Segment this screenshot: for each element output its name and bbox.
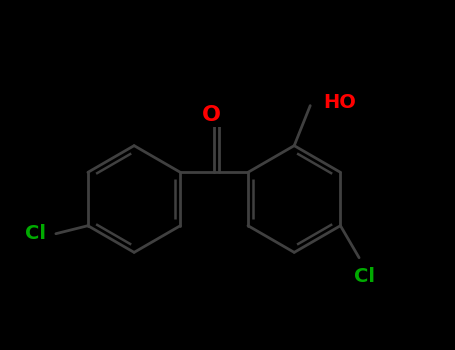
- Text: Cl: Cl: [25, 224, 46, 243]
- Text: O: O: [202, 105, 221, 125]
- Text: HO: HO: [324, 93, 356, 112]
- Text: Cl: Cl: [354, 267, 375, 286]
